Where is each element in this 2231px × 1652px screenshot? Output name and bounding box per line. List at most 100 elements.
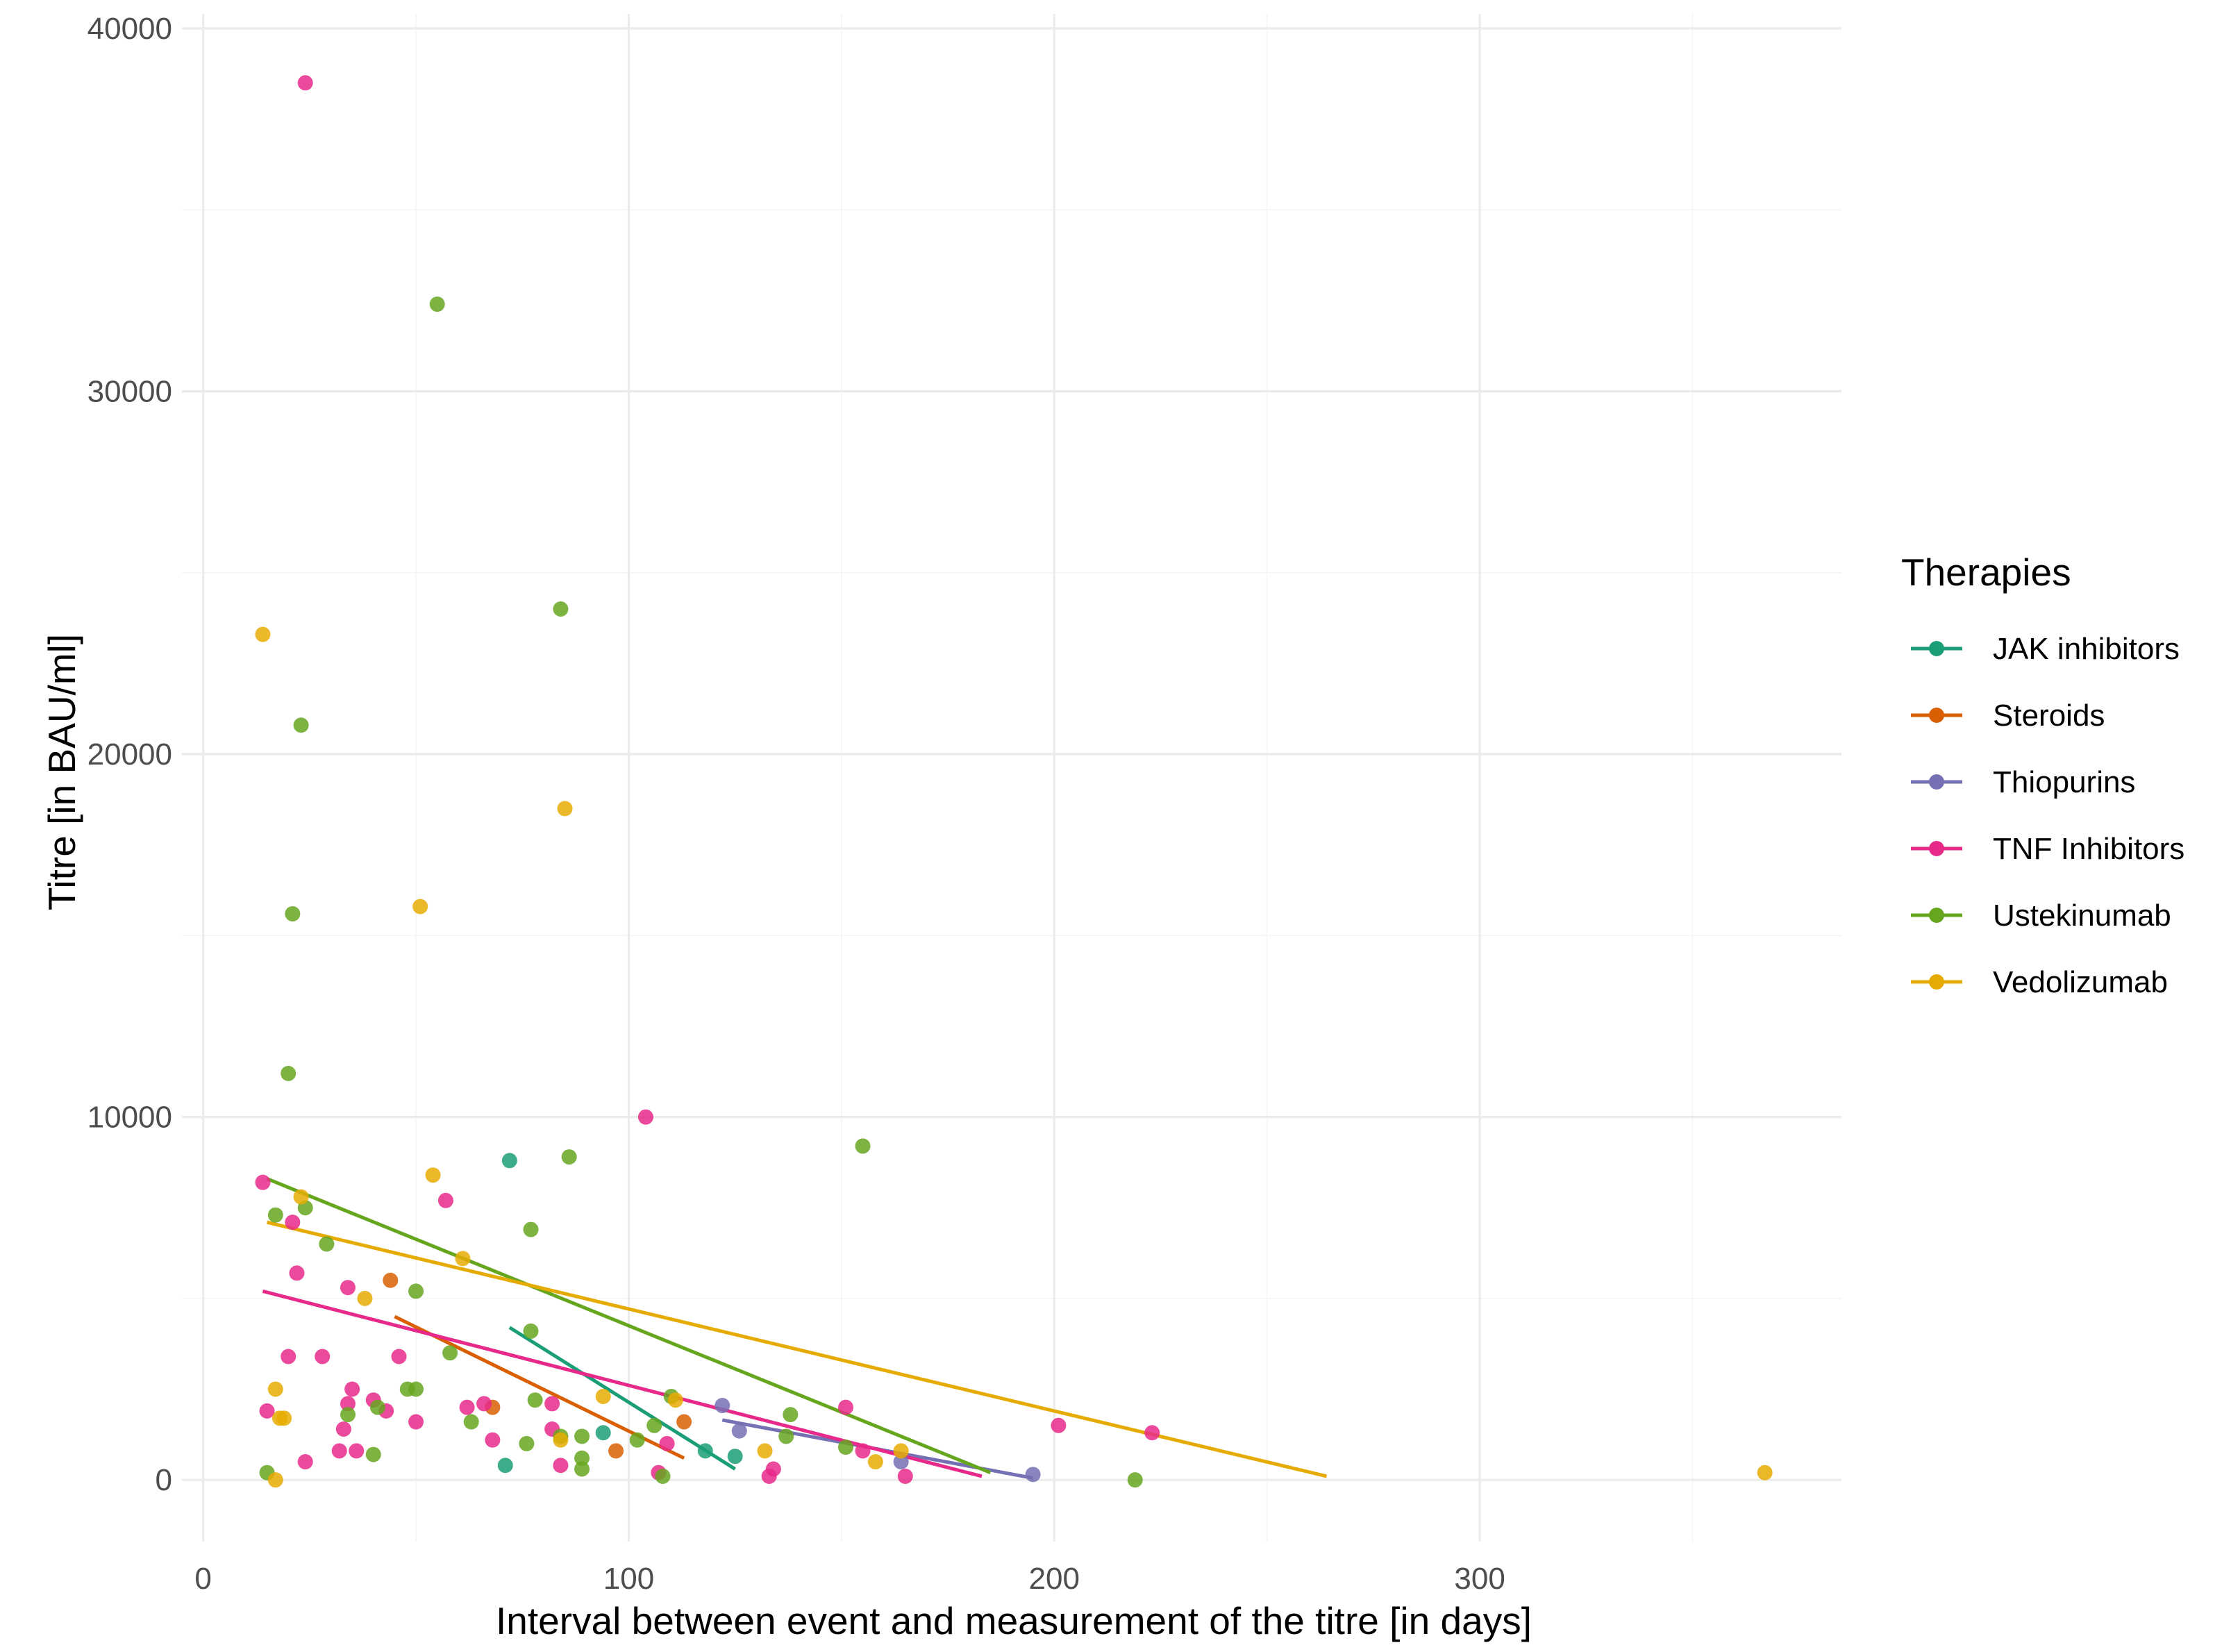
data-point <box>553 1432 569 1448</box>
data-point <box>344 1381 360 1397</box>
x-tick-label: 200 <box>1029 1562 1080 1596</box>
data-point <box>676 1414 692 1430</box>
data-point <box>595 1425 611 1441</box>
legend-key-point <box>1929 774 1944 790</box>
data-point <box>574 1428 590 1444</box>
data-point <box>365 1446 381 1462</box>
data-point <box>289 1265 305 1281</box>
data-point <box>783 1407 799 1423</box>
x-axis-ticks: 0 100 200 300 <box>194 1562 1505 1596</box>
data-point <box>1127 1472 1143 1488</box>
data-point <box>574 1450 590 1466</box>
data-point <box>893 1454 909 1470</box>
data-point <box>667 1392 683 1408</box>
data-point <box>293 717 309 733</box>
data-point <box>412 899 428 915</box>
data-point <box>497 1458 513 1474</box>
legend-title: Therapies <box>1901 551 2071 594</box>
data-point <box>697 1443 713 1459</box>
data-point <box>646 1417 662 1433</box>
data-point <box>391 1349 407 1365</box>
data-point <box>655 1468 671 1484</box>
data-point <box>855 1443 871 1459</box>
data-point <box>267 1207 283 1223</box>
data-point <box>340 1407 356 1423</box>
data-point <box>1051 1417 1067 1433</box>
data-point <box>267 1381 283 1397</box>
data-point <box>595 1388 611 1404</box>
trend-line <box>266 1220 1328 1478</box>
data-point <box>855 1138 871 1154</box>
data-point <box>357 1290 373 1306</box>
data-point <box>331 1443 347 1459</box>
data-point <box>285 906 301 921</box>
data-point <box>408 1414 424 1430</box>
legend-label: Vedolizumab <box>1993 965 2168 999</box>
legend-label: TNF Inhibitors <box>1993 832 2184 866</box>
data-point <box>276 1410 292 1426</box>
legend-label: Ustekinumab <box>1993 899 2171 933</box>
data-point <box>553 1458 569 1474</box>
data-point <box>523 1323 539 1339</box>
data-point <box>553 601 569 617</box>
data-point <box>557 801 573 817</box>
data-point <box>285 1215 301 1230</box>
data-point <box>267 1472 283 1488</box>
data-point <box>485 1432 501 1448</box>
data-point <box>335 1421 351 1437</box>
data-point <box>408 1381 424 1397</box>
data-point <box>281 1349 296 1365</box>
x-axis-title: Interval between event and measurement o… <box>496 1599 1532 1642</box>
trend-line <box>266 1177 992 1475</box>
data-point <box>340 1280 356 1296</box>
data-point <box>463 1414 479 1430</box>
legend-label: JAK inhibitors <box>1993 632 2180 666</box>
x-tick-label: 300 <box>1454 1562 1505 1596</box>
data-points <box>255 75 1773 1488</box>
data-point <box>1025 1467 1041 1483</box>
data-point <box>1757 1465 1773 1480</box>
data-point <box>259 1403 275 1419</box>
data-point <box>349 1443 365 1459</box>
legend-label: Thiopurins <box>1993 765 2135 799</box>
legend-key-point <box>1929 641 1944 656</box>
data-point <box>293 1189 309 1205</box>
legend: Therapies JAK inhibitors Steroids Thiopuri… <box>1901 551 2184 999</box>
data-point <box>519 1435 535 1451</box>
data-point <box>297 1454 313 1470</box>
y-axis-ticks: 0 10000 20000 30000 40000 <box>87 12 172 1497</box>
trend-line <box>508 1326 736 1471</box>
data-point <box>867 1454 883 1470</box>
data-point <box>659 1435 675 1451</box>
y-tick-label: 30000 <box>87 374 172 408</box>
legend-key-point <box>1929 974 1944 990</box>
data-point <box>408 1283 424 1299</box>
y-tick-label: 40000 <box>87 12 172 46</box>
data-point <box>383 1272 399 1288</box>
data-point <box>608 1443 624 1459</box>
data-point <box>757 1443 773 1459</box>
data-point <box>429 297 445 312</box>
data-point <box>838 1399 853 1415</box>
data-point <box>315 1349 331 1365</box>
y-axis-title: Titre [in BAU/ml] <box>40 634 83 910</box>
y-tick-label: 0 <box>156 1463 172 1497</box>
data-point <box>442 1345 458 1361</box>
legend-key-point <box>1929 841 1944 856</box>
data-point <box>476 1396 492 1412</box>
data-point <box>574 1461 590 1477</box>
data-point <box>727 1449 743 1465</box>
data-point <box>715 1398 730 1414</box>
data-point <box>893 1443 909 1459</box>
data-point <box>561 1149 577 1165</box>
data-point <box>425 1167 441 1183</box>
data-point <box>544 1396 560 1412</box>
data-point <box>527 1392 543 1408</box>
data-point <box>778 1428 794 1444</box>
y-tick-label: 20000 <box>87 737 172 771</box>
trend-lines <box>262 1177 1328 1480</box>
data-point <box>523 1221 539 1237</box>
data-point <box>437 1192 453 1208</box>
legend-key-point <box>1929 708 1944 723</box>
